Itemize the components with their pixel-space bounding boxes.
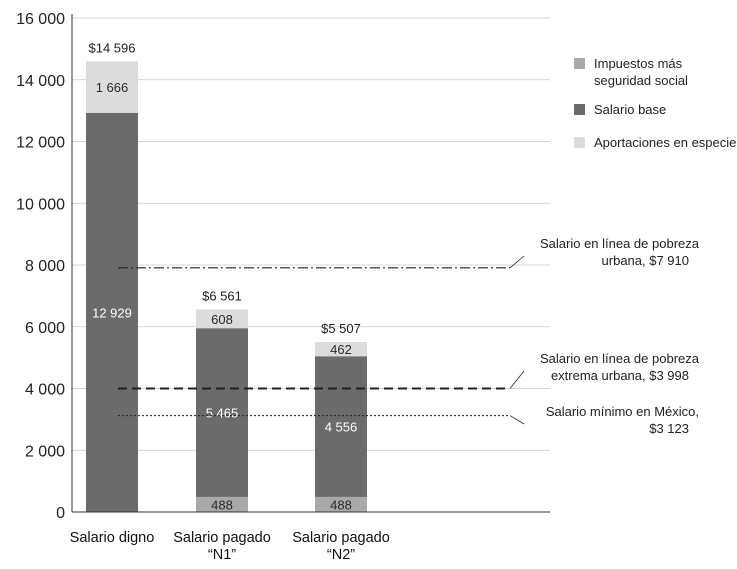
bar-segment (315, 342, 367, 357)
total-label: $14 596 (89, 40, 136, 55)
y-tick-label: 8 000 (25, 258, 65, 275)
axes: 0 2 000 4 000 6 000 8 000 10 000 12 000 14 000 1… (16, 11, 550, 563)
reference-label-line: Salario mínimo en México, (546, 404, 699, 419)
bar-segment (196, 309, 248, 329)
category-label-line: Salario pagado (173, 530, 271, 546)
category-label-line: “N2” (327, 547, 355, 563)
y-tick-label: 0 (56, 505, 65, 522)
legend-label-line: seguridad social (594, 73, 688, 88)
legend-swatch (574, 104, 585, 115)
legend-swatch (574, 58, 585, 69)
data-label: 1 666 (96, 80, 129, 95)
legend: Impuestos más seguridad social Salario bas… (574, 56, 736, 150)
y-tick-label: 4 000 (25, 382, 65, 399)
category-label-line: Salario digno (70, 530, 155, 546)
y-tick-label: 6 000 (25, 320, 65, 337)
reference-leader-line (509, 370, 525, 389)
reference-leader-line (509, 415, 525, 425)
reference-label: Salario en línea de pobreza urbana, $7 91… (540, 236, 700, 268)
bar-segment (315, 496, 367, 512)
reference-leader-line (509, 255, 525, 269)
total-label: $6 561 (202, 288, 242, 303)
reference-label-line: urbana, $7 910 (602, 253, 689, 268)
data-label: 4 556 (325, 420, 358, 435)
data-label: 462 (330, 342, 352, 357)
legend-label-line: Aportaciones en especie (594, 135, 736, 150)
bar-segment (196, 328, 248, 497)
data-label: 12 929 (92, 305, 132, 320)
data-label: 488 (330, 497, 352, 512)
category-label-line: “N1” (208, 547, 236, 563)
data-label: 488 (211, 497, 233, 512)
y-tick-label: 16 000 (16, 11, 65, 28)
reference-label-line: Salario en línea de pobreza (540, 351, 700, 366)
legend-label-line: Salario base (594, 102, 666, 117)
reference-label: Salario mínimo en México, $3 123 (546, 404, 699, 436)
legend-swatch (574, 137, 585, 148)
legend-label: Salario base (594, 102, 666, 117)
bars: 12 929 1 666 $14 596 488 5 465 608 $6 561 488 4 … (86, 40, 367, 512)
bar-segment (315, 356, 367, 497)
category-label: Salario pagado “N1” (173, 530, 271, 563)
y-tick-label: 12 000 (16, 135, 65, 152)
gridlines (72, 17, 550, 451)
data-label: 608 (211, 312, 233, 327)
legend-label-line: Impuestos más (594, 56, 683, 71)
legend-label: Impuestos más seguridad social (594, 56, 688, 88)
legend-label: Aportaciones en especie (594, 135, 736, 150)
reference-lines: Salario en línea de pobreza urbana, $7 91… (118, 236, 700, 436)
category-label-line: Salario pagado (292, 530, 390, 546)
bar-segment (86, 61, 138, 113)
reference-label-line: $3 123 (649, 421, 689, 436)
category-label: Salario pagado “N2” (292, 530, 390, 563)
y-tick-label: 2 000 (25, 443, 65, 460)
bar-segment (86, 112, 138, 512)
reference-label-line: extrema urbana, $3 998 (551, 368, 689, 383)
data-label: 5 465 (206, 406, 239, 421)
y-tick-label: 14 000 (16, 73, 65, 90)
reference-label-line: Salario en línea de pobreza (540, 236, 700, 251)
bar-segment (196, 496, 248, 512)
y-tick-label: 10 000 (16, 196, 65, 213)
reference-label: Salario en línea de pobreza extrema urban… (540, 351, 700, 383)
total-label: $5 507 (321, 321, 361, 336)
category-label: Salario digno (70, 530, 155, 546)
